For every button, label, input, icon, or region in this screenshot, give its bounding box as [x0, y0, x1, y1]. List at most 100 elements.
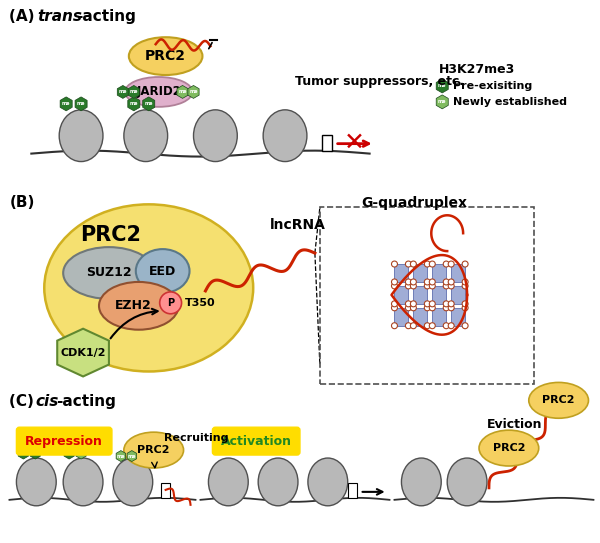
Circle shape [391, 279, 397, 285]
Circle shape [462, 261, 468, 267]
Text: (C): (C) [10, 394, 45, 409]
Circle shape [391, 301, 397, 307]
Ellipse shape [208, 458, 248, 506]
Ellipse shape [124, 432, 184, 468]
Ellipse shape [211, 467, 246, 505]
Text: SUZ12: SUZ12 [86, 267, 132, 280]
Bar [322, 135, 332, 150]
Circle shape [448, 261, 454, 267]
Ellipse shape [59, 110, 103, 162]
Circle shape [424, 279, 430, 285]
Bar [432, 286, 446, 304]
Polygon shape [57, 329, 109, 376]
Circle shape [448, 323, 454, 329]
Bar [320, 207, 534, 384]
Text: me: me [77, 451, 85, 456]
Text: -acting: -acting [76, 9, 136, 24]
Polygon shape [64, 447, 74, 459]
Bar [413, 286, 427, 304]
Circle shape [410, 279, 416, 285]
Text: CDK1/2: CDK1/2 [61, 348, 106, 358]
Text: ✕: ✕ [344, 131, 365, 155]
Circle shape [406, 283, 412, 289]
Polygon shape [18, 447, 29, 459]
Text: me: me [189, 90, 198, 94]
Circle shape [424, 323, 430, 329]
Ellipse shape [479, 430, 539, 466]
Circle shape [443, 283, 449, 289]
Text: me: me [128, 453, 136, 458]
Ellipse shape [403, 467, 439, 505]
Ellipse shape [529, 382, 589, 418]
FancyBboxPatch shape [16, 427, 112, 455]
Polygon shape [76, 447, 86, 459]
Circle shape [406, 301, 412, 307]
Text: Repression: Repression [25, 434, 103, 447]
Bar [161, 483, 170, 498]
Circle shape [410, 323, 416, 329]
Circle shape [462, 305, 468, 311]
Circle shape [410, 261, 416, 267]
Text: PRC2: PRC2 [145, 49, 186, 63]
Circle shape [448, 301, 454, 307]
Ellipse shape [16, 458, 56, 506]
Bar [394, 308, 409, 326]
Circle shape [410, 283, 416, 289]
Circle shape [462, 301, 468, 307]
Circle shape [391, 283, 397, 289]
Text: me: me [438, 84, 446, 89]
Circle shape [410, 301, 416, 307]
Polygon shape [127, 451, 137, 462]
Text: PRC2: PRC2 [137, 445, 170, 455]
Circle shape [443, 323, 449, 329]
Ellipse shape [310, 467, 346, 505]
Text: trans: trans [37, 9, 82, 24]
Polygon shape [116, 451, 125, 462]
Circle shape [443, 305, 449, 311]
Text: me: me [77, 102, 85, 106]
Text: me: me [116, 453, 125, 458]
Ellipse shape [449, 467, 485, 505]
Circle shape [448, 283, 454, 289]
Text: Eviction: Eviction [487, 418, 542, 431]
Polygon shape [436, 95, 448, 109]
Bar [394, 264, 409, 282]
Polygon shape [436, 79, 448, 93]
Ellipse shape [129, 37, 202, 75]
Circle shape [443, 301, 449, 307]
Bar [348, 483, 356, 498]
Text: me: me [62, 102, 70, 106]
Circle shape [443, 279, 449, 285]
Circle shape [443, 261, 449, 267]
Ellipse shape [126, 119, 166, 160]
Circle shape [406, 305, 412, 311]
Ellipse shape [65, 467, 101, 505]
Polygon shape [177, 85, 188, 98]
Circle shape [406, 279, 412, 285]
Circle shape [448, 305, 454, 311]
Text: Newly established: Newly established [453, 97, 567, 107]
Text: G-quadruplex: G-quadruplex [361, 197, 467, 210]
Ellipse shape [19, 467, 54, 505]
Bar [413, 264, 427, 282]
Ellipse shape [125, 77, 193, 107]
Circle shape [429, 323, 435, 329]
Text: Recruiting: Recruiting [164, 433, 228, 443]
Ellipse shape [263, 110, 307, 162]
Bar [432, 264, 446, 282]
Ellipse shape [258, 458, 298, 506]
Text: cis: cis [35, 394, 59, 409]
Ellipse shape [113, 458, 153, 506]
Circle shape [462, 279, 468, 285]
Circle shape [160, 292, 182, 314]
Ellipse shape [44, 204, 253, 371]
Ellipse shape [61, 119, 101, 160]
Circle shape [410, 305, 416, 311]
Circle shape [424, 261, 430, 267]
Ellipse shape [447, 458, 487, 506]
Text: H3K27me3: H3K27me3 [439, 62, 515, 75]
Circle shape [406, 261, 412, 267]
Ellipse shape [136, 249, 190, 293]
Text: PRC2: PRC2 [493, 443, 525, 453]
Ellipse shape [115, 467, 151, 505]
